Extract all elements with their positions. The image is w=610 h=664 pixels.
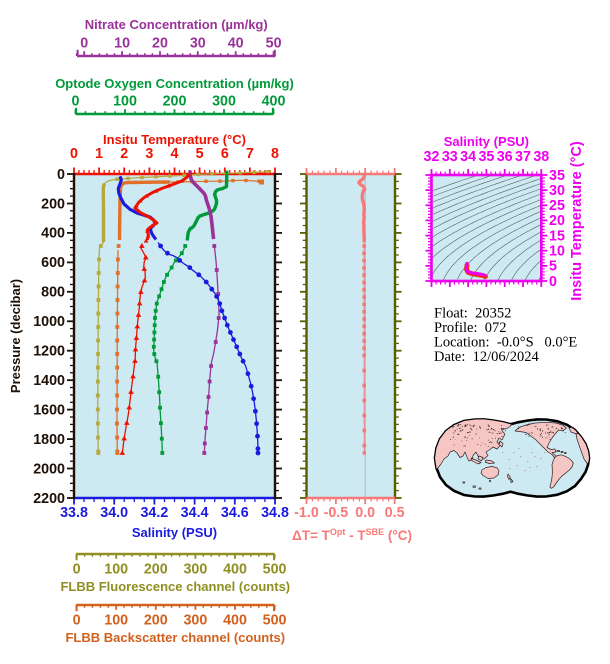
svg-text:Salinity (PSU): Salinity (PSU) bbox=[132, 525, 217, 540]
svg-text:Salinity (PSU): Salinity (PSU) bbox=[444, 134, 529, 149]
svg-text:200: 200 bbox=[41, 196, 65, 212]
svg-text:34.2: 34.2 bbox=[140, 505, 168, 521]
svg-text:0.5: 0.5 bbox=[385, 505, 405, 521]
svg-text:10: 10 bbox=[549, 244, 565, 260]
svg-text:34.0: 34.0 bbox=[100, 505, 128, 521]
svg-text:0: 0 bbox=[73, 613, 81, 629]
svg-text:Insitu Temperature (°C): Insitu Temperature (°C) bbox=[569, 141, 585, 301]
svg-text:100: 100 bbox=[104, 613, 128, 629]
svg-text:800: 800 bbox=[41, 285, 65, 301]
svg-text:2200: 2200 bbox=[33, 491, 65, 507]
svg-text:1200: 1200 bbox=[33, 344, 65, 360]
svg-text:20: 20 bbox=[549, 213, 565, 229]
svg-text:-1.0: -1.0 bbox=[294, 505, 319, 521]
svg-text:6: 6 bbox=[221, 146, 229, 162]
svg-text:Optode Oxygen Concentration (µ: Optode Oxygen Concentration (µm/kg) bbox=[55, 76, 294, 91]
svg-text:38: 38 bbox=[533, 149, 549, 165]
svg-text:0: 0 bbox=[57, 167, 65, 183]
svg-text:40: 40 bbox=[228, 36, 244, 52]
svg-text:200: 200 bbox=[163, 94, 187, 110]
svg-text:1800: 1800 bbox=[33, 432, 65, 448]
svg-text:30: 30 bbox=[190, 36, 206, 52]
svg-text:Location: -0.0°S 0.0°E: Location: -0.0°S 0.0°E bbox=[434, 335, 577, 351]
svg-text:5: 5 bbox=[549, 259, 557, 275]
svg-text:33.8: 33.8 bbox=[60, 505, 88, 521]
svg-text:34.4: 34.4 bbox=[181, 505, 209, 521]
svg-text:100: 100 bbox=[113, 94, 137, 110]
svg-text:400: 400 bbox=[223, 613, 247, 629]
svg-text:35: 35 bbox=[549, 168, 565, 184]
svg-text:0: 0 bbox=[549, 274, 557, 290]
svg-text:32: 32 bbox=[424, 149, 440, 165]
svg-text:3: 3 bbox=[145, 146, 153, 162]
svg-text:0: 0 bbox=[73, 562, 81, 578]
svg-text:Nitrate Concentration (µm/kg): Nitrate Concentration (µm/kg) bbox=[85, 17, 268, 32]
svg-text:15: 15 bbox=[549, 228, 565, 244]
svg-text:34.6: 34.6 bbox=[221, 505, 249, 521]
svg-text:2: 2 bbox=[120, 146, 128, 162]
svg-text:Date: 12/06/2024: Date: 12/06/2024 bbox=[434, 349, 539, 365]
svg-text:FLBB Fluorescence channel (cou: FLBB Fluorescence channel (counts) bbox=[60, 579, 290, 594]
svg-text:50: 50 bbox=[266, 36, 282, 52]
svg-text:200: 200 bbox=[144, 562, 168, 578]
svg-text:Profile: 072: Profile: 072 bbox=[434, 320, 507, 336]
svg-text:Pressure (decibar): Pressure (decibar) bbox=[8, 279, 23, 393]
svg-text:20: 20 bbox=[152, 36, 168, 52]
svg-text:500: 500 bbox=[263, 613, 287, 629]
svg-text:5: 5 bbox=[196, 146, 204, 162]
svg-text:Float: 20352: Float: 20352 bbox=[434, 306, 511, 322]
svg-text:Insitu Temperature (°C): Insitu Temperature (°C) bbox=[103, 132, 246, 147]
svg-text:400: 400 bbox=[223, 562, 247, 578]
svg-text:33: 33 bbox=[442, 149, 458, 165]
svg-text:4: 4 bbox=[171, 146, 179, 162]
svg-text:1400: 1400 bbox=[33, 373, 65, 389]
svg-text:34: 34 bbox=[460, 149, 476, 165]
svg-text:FLBB Backscatter channel (coun: FLBB Backscatter channel (counts) bbox=[65, 630, 285, 645]
svg-text:2000: 2000 bbox=[33, 461, 65, 477]
svg-text:8: 8 bbox=[271, 146, 279, 162]
svg-text:35: 35 bbox=[478, 149, 494, 165]
svg-text:0: 0 bbox=[80, 36, 88, 52]
svg-text:37: 37 bbox=[515, 149, 531, 165]
svg-text:7: 7 bbox=[246, 146, 254, 162]
svg-text:0: 0 bbox=[72, 94, 80, 110]
svg-text:10: 10 bbox=[114, 36, 130, 52]
svg-text:1600: 1600 bbox=[33, 402, 65, 418]
svg-text:300: 300 bbox=[212, 94, 236, 110]
svg-text:300: 300 bbox=[183, 613, 207, 629]
svg-text:36: 36 bbox=[497, 149, 513, 165]
svg-text:25: 25 bbox=[549, 198, 565, 214]
svg-text:1: 1 bbox=[95, 146, 103, 162]
svg-text:400: 400 bbox=[262, 94, 286, 110]
svg-text:600: 600 bbox=[41, 255, 65, 271]
svg-text:30: 30 bbox=[549, 183, 565, 199]
svg-text:300: 300 bbox=[183, 562, 207, 578]
svg-text:34.8: 34.8 bbox=[261, 505, 289, 521]
svg-text:0: 0 bbox=[70, 146, 78, 162]
svg-text:500: 500 bbox=[263, 562, 287, 578]
svg-text:100: 100 bbox=[104, 562, 128, 578]
svg-text:400: 400 bbox=[41, 226, 65, 242]
svg-text:-0.5: -0.5 bbox=[324, 505, 349, 521]
svg-text:200: 200 bbox=[144, 613, 168, 629]
svg-text:0.0: 0.0 bbox=[355, 505, 375, 521]
svg-text:1000: 1000 bbox=[33, 314, 65, 330]
svg-text:ΔT= TOpt - TSBE (°C): ΔT= TOpt - TSBE (°C) bbox=[292, 527, 412, 543]
